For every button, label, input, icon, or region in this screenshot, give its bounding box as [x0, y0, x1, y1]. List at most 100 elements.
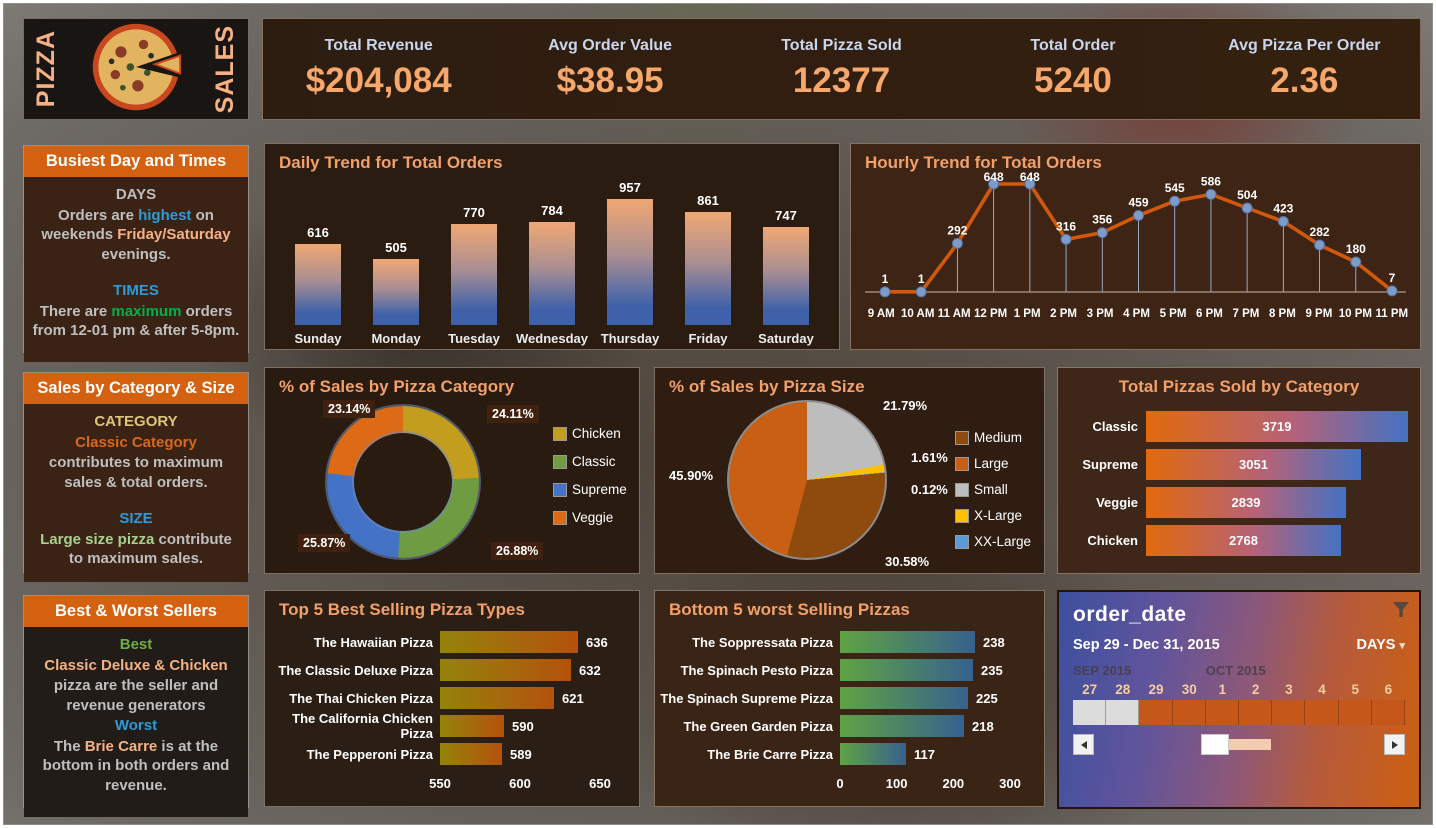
donut-ring [327, 406, 479, 558]
slicer-day-cell[interactable] [1338, 700, 1372, 725]
sidebar-paragraph: contributes to maximum sales & total ord… [48, 454, 224, 491]
donut-label: 24.11% [487, 405, 539, 423]
axis-tick: Tuesday [448, 331, 500, 346]
logo-panel: PIZZA SALES [23, 18, 249, 120]
table-row: The Brie Carre Pizza 117 [655, 740, 1044, 768]
svg-text:356: 356 [1092, 213, 1112, 227]
bar [440, 687, 554, 709]
bar-value-label: 505 [385, 240, 407, 255]
legend-label: Supreme [572, 482, 627, 497]
kpi-total-pizza-sold: Total Pizza Sold 12377 [781, 37, 902, 100]
slicer-scrollbar[interactable] [1073, 734, 1405, 755]
chart-title: Daily Trend for Total Orders [279, 153, 503, 172]
slicer-day-cell[interactable] [1239, 700, 1273, 725]
axis-tick: 200 [942, 776, 965, 791]
svg-text:1: 1 [882, 272, 889, 286]
slicer-day-number: 5 [1351, 682, 1359, 697]
table-row: The California Chicken Pizza 590 [265, 711, 639, 741]
slicer-day-cell[interactable] [1172, 700, 1206, 725]
legend-swatch [553, 482, 567, 497]
bar: 2839 [1146, 486, 1346, 518]
bar-category-label: The Soppressata Pizza [692, 634, 833, 650]
legend-label: Veggie [572, 510, 614, 525]
logo-text-pizza: PIZZA [32, 30, 60, 108]
legend-swatch [553, 426, 567, 441]
svg-text:1: 1 [918, 272, 925, 286]
axis-tick: Sunday [294, 331, 342, 346]
legend-item: Medium [955, 430, 1031, 445]
slicer-day-cell[interactable] [1073, 700, 1107, 725]
kpi-avg-pizza-per-order: Avg Pizza Per Order 2.36 [1228, 37, 1381, 100]
pizza-image [89, 20, 183, 119]
bar [440, 631, 578, 653]
axis-tick: 1 PM [1013, 308, 1041, 320]
slicer-granularity-dropdown[interactable]: DAYS ▾ [1356, 637, 1405, 653]
table-row: The Soppressata Pizza 238 [655, 628, 1044, 656]
bar-value-label: 235 [981, 662, 1003, 678]
slicer-day-cell[interactable] [1139, 700, 1173, 725]
bar [840, 631, 975, 653]
bar-value-label: 636 [586, 634, 608, 650]
pie-label: 45.90% [669, 468, 714, 483]
kpi-total-revenue: Total Revenue $204,084 [305, 37, 452, 100]
bar-column: 505 [373, 240, 419, 325]
axis-tick: 100 [885, 776, 908, 791]
bar: 3051 [1146, 448, 1361, 480]
filter-icon[interactable] [1393, 602, 1409, 622]
table-row: The Hawaiian Pizza 636 [265, 628, 639, 656]
bar [607, 199, 653, 325]
table-row: Supreme 3051 [1068, 445, 1408, 483]
legend-item: Veggie [553, 510, 627, 525]
bar-value-label: 590 [512, 718, 534, 734]
slicer-day-cell[interactable] [1106, 700, 1140, 725]
axis-tick: 11 AM [937, 308, 971, 320]
legend-swatch [955, 430, 969, 445]
axis-tick: 9 PM [1305, 308, 1333, 320]
sidebar-paragraph: There are maximum orders from 12-01 pm &… [32, 302, 240, 340]
donut-label: 25.87% [298, 534, 351, 552]
scroll-left-button[interactable] [1073, 734, 1094, 755]
bar-value-label: 616 [307, 225, 329, 240]
bar-value-label: 238 [983, 634, 1005, 650]
axis-tick: 12 PM [974, 308, 1008, 320]
bar-value-label: 747 [775, 208, 797, 223]
bar [373, 259, 419, 325]
legend-label: Chicken [572, 426, 621, 441]
donut-label: 26.88% [491, 542, 544, 560]
bar-column: 861 [685, 193, 731, 325]
scroll-right-button[interactable] [1384, 734, 1405, 755]
scroll-thumb-handle[interactable] [1229, 739, 1271, 750]
sidebar-body-3: Best Classic Deluxe & Chicken pizza are th… [24, 627, 248, 817]
slicer-day-cell[interactable] [1205, 700, 1240, 725]
table-row: The Pepperoni Pizza 589 [265, 740, 639, 768]
chevron-down-icon: ▾ [1399, 640, 1405, 652]
sidebar-paragraph: Worst [114, 717, 158, 734]
axis-tick: 7 PM [1232, 308, 1260, 320]
chart-daily-trend: Daily Trend for Total Orders 616 505 770 78… [264, 143, 840, 350]
chart-sales-by-category: % of Sales by Pizza Category 23.14% 24.1… [264, 367, 640, 574]
legend-label: Medium [974, 430, 1023, 445]
scroll-thumb[interactable] [1201, 734, 1229, 755]
panel-header: Busiest Day and Times [24, 146, 248, 177]
table-row: The Classic Deluxe Pizza 632 [265, 656, 639, 684]
table-row: Classic 3719 [1068, 407, 1408, 445]
bar-category-label: Classic [1092, 418, 1138, 434]
sidebar-paragraph: pizza are the seller and revenue generat… [53, 677, 219, 714]
slicer-day-cell[interactable] [1371, 700, 1406, 725]
axis-tick: 5 PM [1159, 308, 1187, 320]
bar-category-label: The Classic Deluxe Pizza [278, 662, 433, 678]
svg-text:423: 423 [1273, 202, 1293, 216]
pie [727, 400, 887, 560]
hourly-x-axis: 9 AM 10 AM 11 AM 12 PM 1 PM 2 PM 3 PM 4 PM 5 PM 6… [863, 308, 1410, 321]
sidebar-paragraph: Orders are highest on weekends Friday/Sa… [41, 206, 231, 263]
slicer-day-number: 27 [1082, 682, 1098, 697]
slicer-day-cell[interactable] [1272, 700, 1306, 725]
bar-column: 957 [607, 180, 653, 325]
top5-axis: 550 600 650 [429, 776, 611, 796]
axis-tick: 3 PM [1086, 308, 1114, 320]
sidebar-paragraph: Classic Deluxe & Chicken [44, 656, 228, 674]
bar-category-label: The Brie Carre Pizza [707, 746, 833, 762]
chart-title: Hourly Trend for Total Orders [865, 153, 1102, 172]
slicer-day-cell[interactable] [1305, 700, 1339, 725]
